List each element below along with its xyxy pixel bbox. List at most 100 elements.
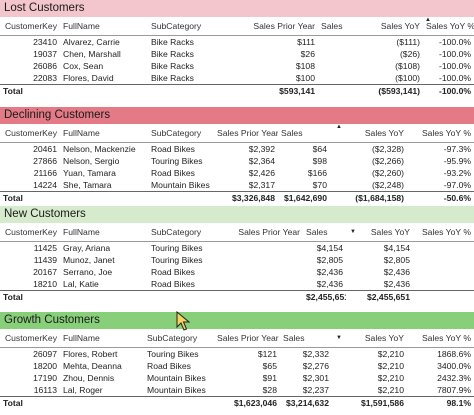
cell-total-sales-yoy: $2,455,651 — [346, 290, 413, 304]
col-header-sales-yoy[interactable]: ▼ Sales YoY — [332, 329, 407, 348]
cell-subcategory: Road Bikes — [151, 144, 195, 154]
cell-sales-yoy-pct — [413, 278, 474, 291]
cell-sales: $2,805 — [316, 255, 343, 265]
table-row[interactable]: 20461 Nelson, Mackenzie Road Bikes $2,39… — [0, 143, 474, 156]
cell-sales — [318, 72, 363, 85]
col-header-customerkey[interactable]: CustomerKey — [0, 329, 60, 348]
col-header-subcategory[interactable]: SubCategory — [148, 17, 223, 36]
table-row[interactable]: 11425 Gray, Ariana Touring Bikes $4,154 … — [0, 242, 474, 255]
cell-sales: $2,237 — [302, 385, 329, 395]
visual-title: Declining Customers — [0, 107, 474, 124]
col-header-sales[interactable]: Sales — [280, 329, 332, 348]
col-header-fullname[interactable]: FullName — [60, 223, 148, 242]
cell-sales-yoy-pct: -100.0% — [438, 37, 471, 47]
cell-total-label: Total — [0, 84, 60, 98]
table-row[interactable]: 19037 Chen, Marshall Bike Racks $26 ($26… — [0, 48, 474, 60]
cell-fullname: Serrano, Joe — [63, 267, 113, 277]
table-row[interactable]: 21166 Yuan, Tamara Road Bikes $2,426 $16… — [0, 167, 474, 179]
col-header-subcategory[interactable]: SubCategory — [148, 124, 214, 143]
cell-sales-yoy: $2,436 — [383, 279, 410, 289]
new-customers-visual: New Customers CustomerKey FullName SubCa… — [0, 206, 474, 312]
col-header-sales-yoy[interactable]: ▲ Sales YoY — [330, 124, 407, 143]
total-row: Total $1,623,046 $3,214,632 $1,591,586 9… — [0, 396, 474, 410]
header-row: CustomerKey FullName SubCategory Sales P… — [0, 223, 474, 242]
col-header-label: Sales YoY — [364, 333, 404, 343]
col-header-sales-yoy[interactable]: Sales YoY — [363, 17, 423, 36]
cell-customerkey: 27866 — [33, 156, 57, 166]
sort-ascending-icon[interactable]: ▲ — [425, 17, 431, 23]
col-header-sales[interactable]: Sales — [278, 124, 330, 143]
visual-title: Growth Customers — [0, 312, 474, 329]
cell-total-sales-prior-year: $1,623,046 — [214, 396, 280, 410]
cell-total-sales: $2,455,651 — [303, 290, 346, 304]
cell-sales-yoy: $2,805 — [383, 255, 410, 265]
new-customers-table[interactable]: CustomerKey FullName SubCategory Sales P… — [0, 223, 474, 304]
table-row[interactable]: 18200 Mehta, Deanna Road Bikes $65 $2,27… — [0, 360, 474, 372]
cell-sales-yoy: ($2,266) — [371, 156, 404, 166]
col-header-sales[interactable]: Sales — [303, 223, 346, 242]
cell-customerkey: 11425 — [33, 243, 57, 253]
col-header-sales-prior-year[interactable]: Sales Prior Year — [214, 124, 278, 143]
cell-customerkey: 18210 — [33, 279, 57, 289]
col-header-fullname[interactable]: FullName — [60, 17, 148, 36]
cell-sales-prior-year — [233, 254, 303, 266]
cell-sales-prior-year: $108 — [295, 61, 315, 71]
total-row: Total $593,141 ($593,141) -100.0% — [0, 84, 474, 98]
sort-ascending-icon[interactable]: ▲ — [336, 124, 342, 130]
cell-subcategory: Road Bikes — [147, 361, 191, 371]
cell-sales-yoy-pct: -100.0% — [438, 61, 471, 71]
cell-customerkey: 26086 — [33, 61, 57, 71]
col-header-sales-yoy-pct[interactable]: ▲ Sales YoY % — [423, 17, 474, 36]
cell-total-sales-prior-year: $3,326,848 — [214, 191, 278, 205]
table-row[interactable]: 26097 Flores, Robert Touring Bikes $121 … — [0, 348, 474, 361]
growth-customers-table[interactable]: CustomerKey FullName SubCategory Sales P… — [0, 329, 474, 410]
cell-total-sales-yoy-pct — [413, 290, 474, 304]
col-header-sales[interactable]: Sales — [318, 17, 363, 36]
table-row[interactable]: 18210 Lal, Katie Road Bikes $2,436 $2,43… — [0, 278, 474, 291]
cell-sales: $98 — [312, 156, 327, 166]
lost-customers-table[interactable]: CustomerKey FullName SubCategory Sales P… — [0, 17, 474, 98]
cell-sales-yoy-pct: 2432.3% — [437, 373, 471, 383]
col-header-subcategory[interactable]: SubCategory — [148, 223, 233, 242]
col-header-label: Sales YoY — [364, 128, 404, 138]
table-row[interactable]: 27866 Nelson, Sergio Touring Bikes $2,36… — [0, 155, 474, 167]
col-header-sales-yoy[interactable]: ▼ Sales YoY — [346, 223, 413, 242]
cell-total-label: Total — [0, 396, 60, 410]
col-header-sales-yoy-pct[interactable]: Sales YoY % — [407, 329, 474, 348]
table-row[interactable]: 11439 Munoz, Janet Touring Bikes $2,805 … — [0, 254, 474, 266]
col-header-customerkey[interactable]: CustomerKey — [0, 223, 60, 242]
cell-customerkey: 18200 — [33, 361, 57, 371]
table-row[interactable]: 14224 She, Tamara Mountain Bikes $2,317 … — [0, 179, 474, 192]
col-header-customerkey[interactable]: CustomerKey — [0, 124, 60, 143]
table-row[interactable]: 26086 Cox, Sean Bike Racks $108 ($108) -… — [0, 60, 474, 72]
table-row[interactable]: 16113 Lal, Roger Mountain Bikes $28 $2,2… — [0, 384, 474, 397]
cell-empty — [148, 290, 233, 304]
col-header-sales-prior-year[interactable]: Sales Prior Year — [214, 329, 280, 348]
col-header-sales-yoy-pct[interactable]: Sales YoY % — [413, 223, 474, 242]
col-header-sales-yoy-pct[interactable]: Sales YoY % — [407, 124, 474, 143]
cell-customerkey: 22083 — [33, 73, 57, 83]
cell-fullname: Gray, Ariana — [63, 243, 111, 253]
cell-fullname: Lal, Katie — [63, 279, 99, 289]
declining-customers-table[interactable]: CustomerKey FullName SubCategory Sales P… — [0, 124, 474, 205]
cell-sales: $4,154 — [316, 243, 343, 253]
col-header-fullname[interactable]: FullName — [60, 124, 148, 143]
cell-sales-yoy: ($100) — [395, 73, 420, 83]
cell-sales-prior-year — [233, 278, 303, 291]
sort-descending-icon[interactable]: ▼ — [336, 335, 342, 341]
col-header-subcategory[interactable]: SubCategory — [144, 329, 214, 348]
cell-customerkey: 26097 — [33, 349, 57, 359]
col-header-sales-prior-year[interactable]: Sales Prior Year — [223, 17, 318, 36]
sort-descending-icon[interactable]: ▼ — [350, 229, 356, 235]
col-header-sales-prior-year[interactable]: Sales Prior Year — [233, 223, 303, 242]
col-header-fullname[interactable]: FullName — [60, 329, 144, 348]
table-row[interactable]: 17190 Zhou, Dennis Mountain Bikes $91 $2… — [0, 372, 474, 384]
table-row[interactable]: 23410 Alvarez, Carrie Bike Racks $111 ($… — [0, 36, 474, 49]
cell-empty — [148, 191, 214, 205]
table-row[interactable]: 20167 Serrano, Joe Road Bikes $2,436 $2,… — [0, 266, 474, 278]
table-row[interactable]: 22083 Flores, David Bike Racks $100 ($10… — [0, 72, 474, 85]
cell-sales-prior-year: $2,426 — [248, 168, 275, 178]
cell-sales-prior-year: $26 — [300, 49, 315, 59]
header-row: CustomerKey FullName SubCategory Sales P… — [0, 329, 474, 348]
col-header-customerkey[interactable]: CustomerKey — [0, 17, 60, 36]
